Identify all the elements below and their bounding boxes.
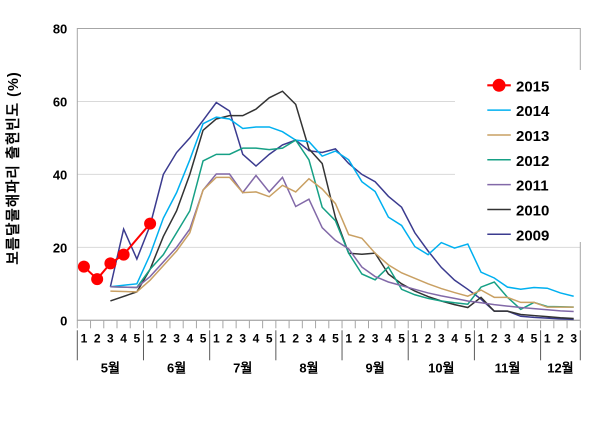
svg-text:4: 4 bbox=[120, 331, 127, 345]
svg-text:2011: 2011 bbox=[516, 178, 549, 195]
svg-text:1: 1 bbox=[478, 331, 485, 345]
svg-text:5: 5 bbox=[464, 331, 471, 345]
svg-text:5: 5 bbox=[332, 331, 339, 345]
svg-text:2012: 2012 bbox=[516, 153, 549, 170]
svg-text:2: 2 bbox=[226, 331, 233, 345]
svg-text:1: 1 bbox=[411, 331, 418, 345]
svg-text:60: 60 bbox=[53, 94, 67, 109]
svg-text:1: 1 bbox=[81, 331, 88, 345]
svg-text:3: 3 bbox=[173, 331, 180, 345]
svg-text:1: 1 bbox=[279, 331, 286, 345]
svg-text:1: 1 bbox=[213, 331, 220, 345]
svg-text:5: 5 bbox=[531, 331, 538, 345]
svg-text:2013: 2013 bbox=[516, 128, 549, 145]
svg-text:8월: 8월 bbox=[299, 360, 318, 375]
svg-text:4: 4 bbox=[186, 331, 193, 345]
svg-text:5: 5 bbox=[398, 331, 405, 345]
svg-text:3: 3 bbox=[504, 331, 511, 345]
svg-text:1: 1 bbox=[544, 331, 551, 345]
svg-text:11월: 11월 bbox=[495, 360, 521, 375]
svg-text:2: 2 bbox=[425, 331, 432, 345]
svg-text:4: 4 bbox=[319, 331, 326, 345]
svg-text:2015: 2015 bbox=[516, 78, 549, 95]
svg-text:5: 5 bbox=[200, 331, 207, 345]
svg-text:2: 2 bbox=[292, 331, 299, 345]
svg-text:4: 4 bbox=[517, 331, 524, 345]
svg-text:0: 0 bbox=[60, 313, 67, 328]
svg-text:1: 1 bbox=[345, 331, 352, 345]
svg-text:2: 2 bbox=[160, 331, 167, 345]
svg-text:9월: 9월 bbox=[366, 360, 385, 375]
svg-text:2: 2 bbox=[94, 331, 101, 345]
svg-text:2009: 2009 bbox=[516, 227, 549, 244]
svg-text:1: 1 bbox=[147, 331, 154, 345]
svg-text:3: 3 bbox=[239, 331, 246, 345]
svg-text:3: 3 bbox=[372, 331, 379, 345]
svg-text:10월: 10월 bbox=[428, 360, 454, 375]
svg-text:5: 5 bbox=[134, 331, 141, 345]
svg-text:2010: 2010 bbox=[516, 202, 549, 219]
svg-text:7월: 7월 bbox=[233, 360, 252, 375]
svg-text:20: 20 bbox=[53, 240, 67, 255]
svg-text:80: 80 bbox=[53, 22, 67, 37]
svg-text:4: 4 bbox=[253, 331, 260, 345]
svg-text:6월: 6월 bbox=[167, 360, 186, 375]
svg-text:보름달물해파리 출현빈도 (%): 보름달물해파리 출현빈도 (%) bbox=[4, 71, 22, 264]
svg-text:4: 4 bbox=[451, 331, 458, 345]
svg-text:2: 2 bbox=[491, 331, 498, 345]
svg-text:5월: 5월 bbox=[101, 360, 120, 375]
svg-text:3: 3 bbox=[107, 331, 114, 345]
svg-text:12월: 12월 bbox=[547, 360, 573, 375]
svg-text:2: 2 bbox=[557, 331, 564, 345]
svg-text:4: 4 bbox=[385, 331, 392, 345]
svg-text:3: 3 bbox=[570, 331, 577, 345]
svg-text:3: 3 bbox=[306, 331, 313, 345]
svg-text:2014: 2014 bbox=[516, 103, 550, 120]
svg-text:40: 40 bbox=[53, 167, 67, 182]
svg-text:2: 2 bbox=[359, 331, 366, 345]
svg-text:5: 5 bbox=[266, 331, 273, 345]
svg-text:3: 3 bbox=[438, 331, 445, 345]
